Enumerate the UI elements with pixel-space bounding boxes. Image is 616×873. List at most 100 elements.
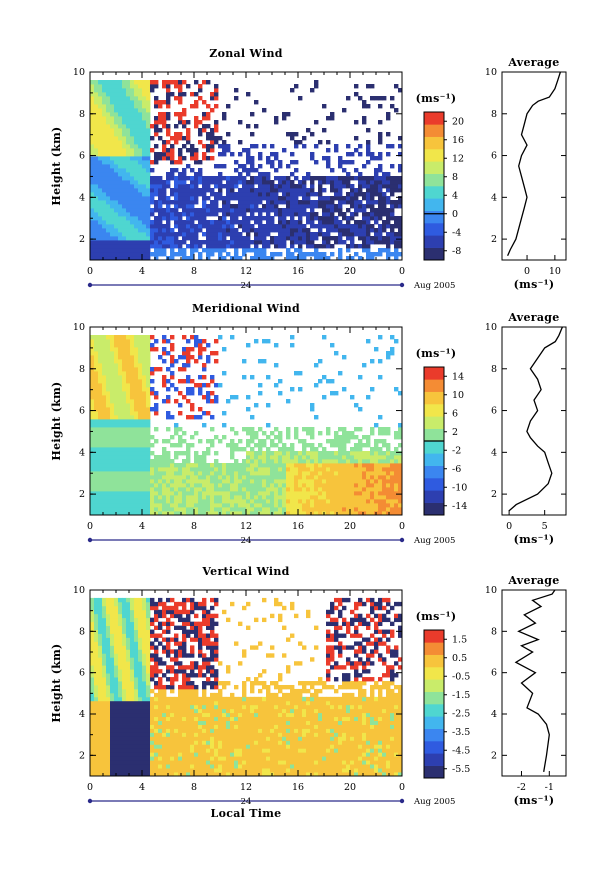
heatmap-cell — [110, 511, 115, 516]
heatmap-cell — [150, 148, 155, 153]
heatmap-cell — [114, 363, 119, 368]
heatmap-cell — [382, 503, 387, 508]
heatmap-cell — [350, 487, 355, 492]
heatmap-cell — [330, 196, 335, 201]
average-unit: (ms⁻¹) — [514, 278, 555, 291]
heatmap-cell — [94, 756, 99, 761]
heatmap-cell — [366, 188, 371, 193]
heatmap-cell — [94, 379, 99, 384]
heatmap-cell — [362, 463, 367, 468]
heatmap-cell — [178, 216, 183, 221]
heatmap-cell — [138, 355, 143, 360]
heatmap-cell — [102, 455, 107, 460]
heatmap-cell — [194, 240, 199, 245]
heatmap-cell — [130, 363, 135, 368]
heatmap-cell — [114, 228, 119, 233]
heatmap-cell — [394, 447, 399, 452]
heatmap-cell — [154, 347, 159, 352]
heatmap-cell — [362, 120, 367, 125]
heatmap-cell — [114, 740, 119, 745]
heatmap-cell — [178, 391, 183, 396]
heatmap-cell — [126, 355, 131, 360]
heatmap-cell — [218, 152, 223, 157]
heatmap-cell — [238, 188, 243, 193]
heatmap-cell — [170, 80, 175, 85]
heatmap-cell — [198, 220, 203, 225]
heatmap-cell — [166, 479, 171, 484]
heatmap-cell — [126, 613, 131, 619]
heatmap-cell — [246, 499, 251, 504]
heatmap-cell — [166, 240, 171, 245]
heatmap-cell — [126, 696, 131, 702]
heatmap-cell — [170, 188, 175, 193]
heatmap-cell — [234, 495, 239, 500]
heatmap-cell — [278, 200, 283, 205]
heatmap-cell — [94, 252, 99, 257]
heatmap-cell — [314, 471, 319, 476]
heatmap-cell — [246, 184, 251, 189]
heatmap-cell — [310, 503, 315, 508]
heatmap-cell — [350, 244, 355, 249]
heatmap-cell — [110, 605, 115, 611]
heatmap-cell — [258, 463, 263, 468]
heatmap-cell — [186, 471, 191, 476]
heatmap-cell — [110, 467, 115, 472]
heatmap-cell — [290, 495, 295, 500]
heatmap-cell — [142, 204, 147, 209]
heatmap-cell — [350, 256, 355, 261]
heatmap-cell — [302, 144, 307, 149]
heatmap-cell — [170, 343, 175, 348]
heatmap-cell — [266, 216, 271, 221]
heatmap-cell — [278, 487, 283, 492]
heatmap-cell — [274, 204, 279, 209]
colorbar-unit: (ms⁻¹) — [416, 92, 457, 105]
heatmap-cell — [94, 748, 99, 753]
heatmap-cell — [134, 641, 139, 646]
heatmap-cell — [90, 704, 95, 710]
heatmap-cell — [122, 649, 127, 654]
heatmap-cell — [194, 511, 199, 516]
heatmap-cell — [326, 475, 331, 480]
heatmap-cell — [138, 148, 143, 153]
heatmap-cell — [174, 196, 179, 201]
heatmap-cell — [122, 439, 127, 444]
heatmap-cell — [290, 240, 295, 245]
heatmap-cell — [98, 395, 103, 400]
heatmap-cell — [298, 212, 303, 217]
heatmap-cell — [286, 479, 291, 484]
heatmap-cell — [290, 256, 295, 261]
heatmap-cell — [254, 511, 259, 516]
heatmap-cell — [110, 772, 115, 777]
heatmap-cell — [102, 375, 107, 380]
heatmap-cell — [294, 132, 299, 137]
heatmap-cell — [246, 451, 251, 456]
heatmap-cell — [110, 124, 115, 129]
heatmap-cell — [242, 196, 247, 201]
heatmap-cell — [210, 144, 215, 149]
heatmap-cell — [126, 184, 131, 189]
heatmap-cell — [234, 168, 239, 173]
heatmap-cell — [270, 439, 275, 444]
heatmap-cell — [134, 756, 139, 761]
heatmap-cell — [118, 681, 123, 686]
heatmap-cell — [222, 463, 227, 468]
heatmap-cell — [102, 196, 107, 201]
heatmap-cell — [158, 252, 163, 257]
heatmap-cell — [94, 407, 99, 412]
heatmap-cell — [306, 252, 311, 257]
heatmap-cell — [266, 184, 271, 189]
heatmap-cell — [330, 479, 335, 484]
heatmap-cell — [362, 435, 367, 440]
heatmap-cell — [326, 479, 331, 484]
heatmap-cell — [286, 427, 291, 432]
heatmap-cell — [314, 232, 319, 237]
heatmap-cell — [118, 483, 123, 488]
heatmap-cell — [230, 180, 235, 185]
heatmap-cell — [162, 192, 167, 197]
heatmap-cell — [306, 244, 311, 249]
heatmap-cell — [94, 244, 99, 249]
heatmap-cell — [362, 184, 367, 189]
heatmap-cell — [178, 156, 183, 161]
colorbar-segment — [424, 453, 444, 466]
heatmap-cell — [106, 383, 111, 388]
